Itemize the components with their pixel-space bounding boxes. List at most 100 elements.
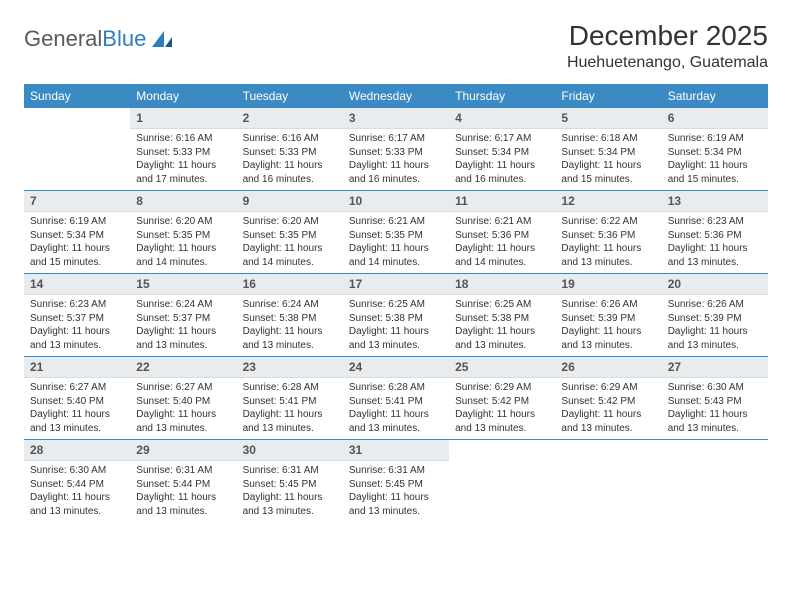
weekday-header: Friday [555,84,661,108]
weekday-header: Saturday [662,84,768,108]
weekday-header: Thursday [449,84,555,108]
day-number: 15 [130,274,236,295]
day-number: 30 [237,440,343,461]
day-number: 14 [24,274,130,295]
day-details: Sunrise: 6:19 AMSunset: 5:34 PMDaylight:… [662,129,768,190]
day-details: Sunrise: 6:20 AMSunset: 5:35 PMDaylight:… [130,212,236,273]
calendar-row: 14Sunrise: 6:23 AMSunset: 5:37 PMDayligh… [24,274,768,357]
calendar-cell: 9Sunrise: 6:20 AMSunset: 5:35 PMDaylight… [237,191,343,274]
weekday-header: Monday [130,84,236,108]
calendar-row: 21Sunrise: 6:27 AMSunset: 5:40 PMDayligh… [24,357,768,440]
calendar-cell: 1Sunrise: 6:16 AMSunset: 5:33 PMDaylight… [130,108,236,191]
calendar-cell: 20Sunrise: 6:26 AMSunset: 5:39 PMDayligh… [662,274,768,357]
day-number: 21 [24,357,130,378]
calendar-cell: 4Sunrise: 6:17 AMSunset: 5:34 PMDaylight… [449,108,555,191]
day-number: 19 [555,274,661,295]
logo-sail-icon [150,29,176,49]
day-number: 23 [237,357,343,378]
day-details: Sunrise: 6:17 AMSunset: 5:33 PMDaylight:… [343,129,449,190]
day-details: Sunrise: 6:23 AMSunset: 5:37 PMDaylight:… [24,295,130,356]
calendar-cell: 27Sunrise: 6:30 AMSunset: 5:43 PMDayligh… [662,357,768,440]
calendar-cell: 12Sunrise: 6:22 AMSunset: 5:36 PMDayligh… [555,191,661,274]
calendar-cell: 10Sunrise: 6:21 AMSunset: 5:35 PMDayligh… [343,191,449,274]
day-details: Sunrise: 6:22 AMSunset: 5:36 PMDaylight:… [555,212,661,273]
calendar-cell: 21Sunrise: 6:27 AMSunset: 5:40 PMDayligh… [24,357,130,440]
day-details: Sunrise: 6:26 AMSunset: 5:39 PMDaylight:… [662,295,768,356]
location: Huehuetenango, Guatemala [567,54,768,72]
calendar-cell: 22Sunrise: 6:27 AMSunset: 5:40 PMDayligh… [130,357,236,440]
calendar-cell: 7Sunrise: 6:19 AMSunset: 5:34 PMDaylight… [24,191,130,274]
day-number: 28 [24,440,130,461]
day-number: 31 [343,440,449,461]
day-number: 9 [237,191,343,212]
day-details: Sunrise: 6:28 AMSunset: 5:41 PMDaylight:… [237,378,343,439]
day-details: Sunrise: 6:19 AMSunset: 5:34 PMDaylight:… [24,212,130,273]
day-number: 10 [343,191,449,212]
calendar-cell: 31Sunrise: 6:31 AMSunset: 5:45 PMDayligh… [343,440,449,523]
calendar-cell: 5Sunrise: 6:18 AMSunset: 5:34 PMDaylight… [555,108,661,191]
calendar-cell: . [24,108,130,191]
day-number: 29 [130,440,236,461]
day-details: Sunrise: 6:27 AMSunset: 5:40 PMDaylight:… [24,378,130,439]
day-number: 24 [343,357,449,378]
day-number: 4 [449,108,555,129]
day-number: 20 [662,274,768,295]
calendar-cell: 15Sunrise: 6:24 AMSunset: 5:37 PMDayligh… [130,274,236,357]
day-details: Sunrise: 6:25 AMSunset: 5:38 PMDaylight:… [449,295,555,356]
calendar-cell: 29Sunrise: 6:31 AMSunset: 5:44 PMDayligh… [130,440,236,523]
title-block: December 2025 Huehuetenango, Guatemala [567,20,768,72]
day-details: Sunrise: 6:24 AMSunset: 5:38 PMDaylight:… [237,295,343,356]
calendar-cell: 23Sunrise: 6:28 AMSunset: 5:41 PMDayligh… [237,357,343,440]
weekday-header: Wednesday [343,84,449,108]
month-title: December 2025 [567,20,768,52]
day-details: Sunrise: 6:25 AMSunset: 5:38 PMDaylight:… [343,295,449,356]
calendar-cell: 19Sunrise: 6:26 AMSunset: 5:39 PMDayligh… [555,274,661,357]
weekday-header: Tuesday [237,84,343,108]
day-number: 2 [237,108,343,129]
day-details: Sunrise: 6:17 AMSunset: 5:34 PMDaylight:… [449,129,555,190]
calendar-cell: 6Sunrise: 6:19 AMSunset: 5:34 PMDaylight… [662,108,768,191]
calendar-cell: 25Sunrise: 6:29 AMSunset: 5:42 PMDayligh… [449,357,555,440]
weekday-header: Sunday [24,84,130,108]
logo: GeneralBlue [24,20,176,52]
day-number: 6 [662,108,768,129]
day-number: 18 [449,274,555,295]
day-details: Sunrise: 6:31 AMSunset: 5:45 PMDaylight:… [237,461,343,522]
day-details: Sunrise: 6:30 AMSunset: 5:44 PMDaylight:… [24,461,130,522]
day-details: Sunrise: 6:16 AMSunset: 5:33 PMDaylight:… [237,129,343,190]
calendar-cell: 3Sunrise: 6:17 AMSunset: 5:33 PMDaylight… [343,108,449,191]
calendar-row: .1Sunrise: 6:16 AMSunset: 5:33 PMDayligh… [24,108,768,191]
calendar-cell: 30Sunrise: 6:31 AMSunset: 5:45 PMDayligh… [237,440,343,523]
calendar-cell: 13Sunrise: 6:23 AMSunset: 5:36 PMDayligh… [662,191,768,274]
day-details: Sunrise: 6:21 AMSunset: 5:35 PMDaylight:… [343,212,449,273]
day-number: 27 [662,357,768,378]
calendar-cell: 17Sunrise: 6:25 AMSunset: 5:38 PMDayligh… [343,274,449,357]
day-details: Sunrise: 6:24 AMSunset: 5:37 PMDaylight:… [130,295,236,356]
day-details: Sunrise: 6:27 AMSunset: 5:40 PMDaylight:… [130,378,236,439]
calendar-row: 7Sunrise: 6:19 AMSunset: 5:34 PMDaylight… [24,191,768,274]
calendar-cell: . [449,440,555,523]
weekday-header-row: Sunday Monday Tuesday Wednesday Thursday… [24,84,768,108]
calendar-cell: 18Sunrise: 6:25 AMSunset: 5:38 PMDayligh… [449,274,555,357]
day-details: Sunrise: 6:29 AMSunset: 5:42 PMDaylight:… [555,378,661,439]
day-details: Sunrise: 6:16 AMSunset: 5:33 PMDaylight:… [130,129,236,190]
day-number: 7 [24,191,130,212]
day-details: Sunrise: 6:20 AMSunset: 5:35 PMDaylight:… [237,212,343,273]
day-details: Sunrise: 6:23 AMSunset: 5:36 PMDaylight:… [662,212,768,273]
calendar-cell: 24Sunrise: 6:28 AMSunset: 5:41 PMDayligh… [343,357,449,440]
day-details: Sunrise: 6:28 AMSunset: 5:41 PMDaylight:… [343,378,449,439]
day-details: Sunrise: 6:21 AMSunset: 5:36 PMDaylight:… [449,212,555,273]
day-number: 13 [662,191,768,212]
day-number: 16 [237,274,343,295]
day-number: 22 [130,357,236,378]
logo-text-blue: Blue [102,26,146,52]
calendar-cell: . [555,440,661,523]
calendar-cell: 11Sunrise: 6:21 AMSunset: 5:36 PMDayligh… [449,191,555,274]
calendar-cell: 16Sunrise: 6:24 AMSunset: 5:38 PMDayligh… [237,274,343,357]
day-number: 17 [343,274,449,295]
logo-text-gray: General [24,26,102,52]
calendar-cell: 26Sunrise: 6:29 AMSunset: 5:42 PMDayligh… [555,357,661,440]
day-details: Sunrise: 6:18 AMSunset: 5:34 PMDaylight:… [555,129,661,190]
day-number: 5 [555,108,661,129]
day-number: 25 [449,357,555,378]
